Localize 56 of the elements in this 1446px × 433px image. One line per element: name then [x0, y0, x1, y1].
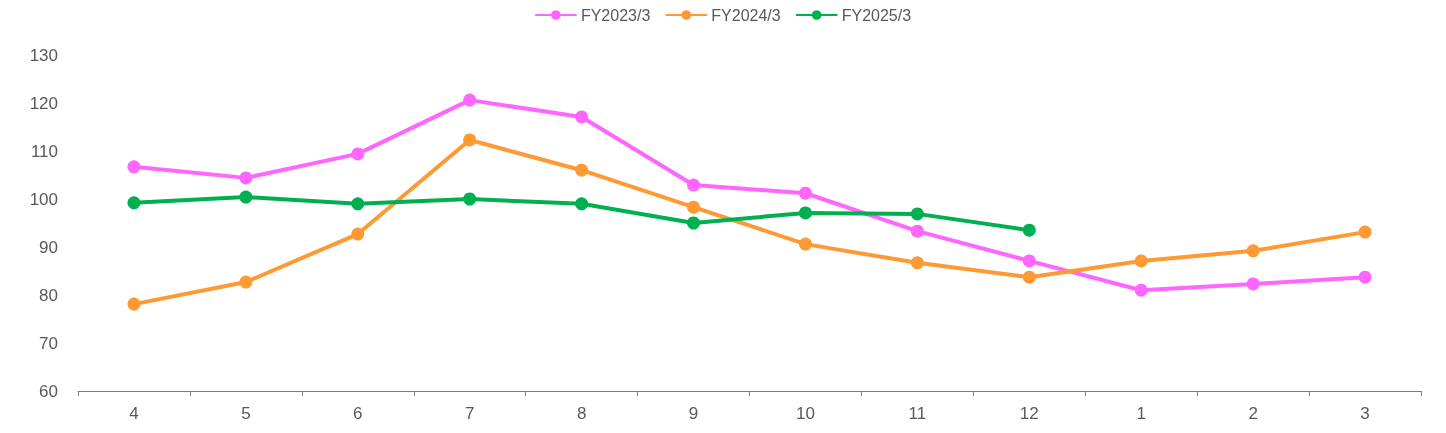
x-tick-label: 1 [1136, 404, 1146, 423]
x-tick-label: 2 [1248, 404, 1258, 423]
point [351, 227, 365, 241]
legend-label: FY2025/3 [841, 6, 912, 24]
point [1246, 277, 1260, 291]
y-tick-label: 100 [29, 189, 58, 209]
point [798, 186, 812, 200]
y-tick-label: 70 [39, 333, 58, 353]
point [1134, 283, 1148, 297]
y-tick-label: 110 [30, 141, 58, 161]
x-tick-label: 3 [1360, 404, 1370, 423]
x-tick-label: 11 [908, 404, 927, 423]
point [1358, 270, 1372, 284]
point [463, 192, 477, 206]
legend-label: FY2023/3 [580, 6, 651, 24]
x-tick-label: 12 [1019, 404, 1039, 423]
point [1022, 270, 1036, 284]
y-tick-label: 130 [29, 45, 58, 65]
point [239, 275, 253, 289]
point [127, 196, 141, 210]
point [910, 224, 924, 238]
point [463, 133, 477, 147]
point [1358, 225, 1372, 239]
point [1022, 254, 1036, 268]
x-tick-label: 7 [464, 404, 475, 423]
point [798, 206, 812, 220]
point [1134, 254, 1148, 268]
x-tick-label: 10 [796, 404, 815, 423]
point [575, 110, 589, 124]
point [351, 147, 365, 161]
y-tick-label: 80 [39, 285, 58, 305]
point [1022, 223, 1036, 237]
point [798, 237, 812, 251]
point [1246, 244, 1260, 258]
point [575, 163, 589, 177]
y-tick-label: 120 [29, 93, 58, 113]
legend-label: FY2024/3 [711, 6, 781, 24]
point [687, 216, 701, 230]
x-tick-label: 6 [353, 404, 363, 423]
point [351, 197, 365, 211]
point [463, 93, 477, 107]
point [239, 190, 253, 204]
y-tick-label: 90 [39, 237, 58, 257]
x-tick-label: 9 [688, 404, 699, 423]
point [127, 160, 141, 174]
point [687, 200, 701, 214]
point [239, 171, 253, 185]
x-tick-label: 5 [241, 404, 251, 423]
x-tick-label: 8 [576, 404, 587, 423]
point [910, 207, 924, 221]
point [910, 256, 924, 270]
y-tick-label: 60 [39, 381, 58, 401]
point [575, 197, 589, 211]
point [127, 297, 141, 311]
x-tick-label: 4 [129, 404, 139, 423]
point [687, 178, 701, 192]
